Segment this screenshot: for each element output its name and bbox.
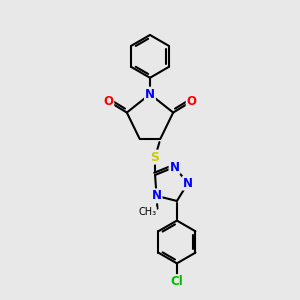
Text: N: N xyxy=(169,160,179,174)
Text: O: O xyxy=(187,95,196,108)
Text: CH₃: CH₃ xyxy=(138,207,156,217)
Text: O: O xyxy=(103,95,113,108)
Text: Cl: Cl xyxy=(170,275,183,288)
Text: S: S xyxy=(151,151,160,164)
Text: N: N xyxy=(145,88,155,100)
Text: N: N xyxy=(152,189,161,203)
Text: N: N xyxy=(183,177,193,190)
